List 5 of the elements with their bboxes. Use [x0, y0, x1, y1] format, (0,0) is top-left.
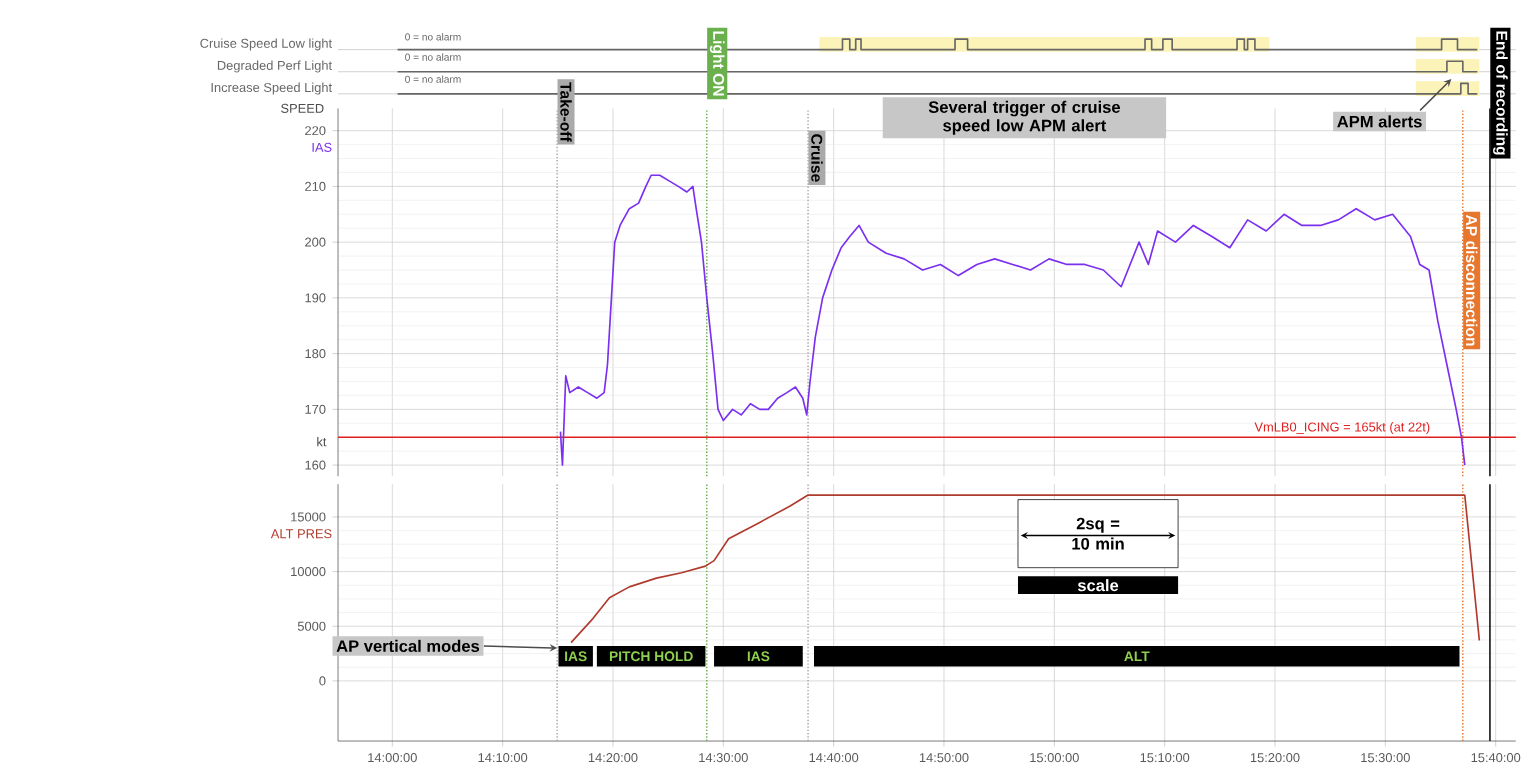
annotation: Several trigger of cruise speed low APM alert	[928, 101, 1121, 136]
annotation: APM alerts	[1337, 115, 1422, 128]
annotation: scale	[1077, 579, 1119, 592]
annotation: AP vertical modes	[336, 640, 480, 653]
annotation: 2sq = 10 min	[1072, 518, 1124, 551]
